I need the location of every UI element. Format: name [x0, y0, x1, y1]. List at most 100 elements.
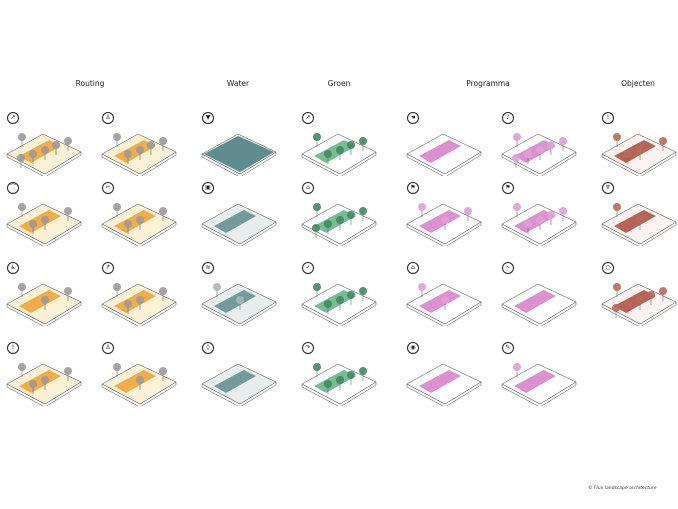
tree-icon: [441, 296, 449, 304]
isometric-block: [406, 283, 482, 326]
wheelchair-icon: ♿: [7, 262, 19, 274]
tree-icon: [18, 133, 26, 141]
tree-icon: [559, 207, 567, 215]
diagram-tile-routing: !: [5, 342, 85, 406]
tree-icon: [347, 211, 355, 219]
tree-icon: [359, 367, 367, 375]
isometric-block: [501, 283, 577, 326]
accent-area: [614, 290, 656, 313]
bird-icon: ✓: [302, 262, 314, 274]
accent-area: [514, 210, 556, 233]
tree-icon: [536, 216, 544, 224]
isometric-block: [501, 133, 577, 176]
tree-icon: [41, 376, 49, 384]
tree-icon: [113, 283, 121, 291]
isometric-block: [201, 203, 277, 246]
accent-area: [19, 290, 61, 313]
tree-icon: [41, 296, 49, 304]
header-objecten: Objecten: [621, 79, 655, 88]
tree-icon: [213, 283, 221, 291]
isometric-block: [406, 363, 482, 406]
tree-icon: [324, 220, 332, 228]
tree-icon: [359, 287, 367, 295]
diagram-tile-programma: ♪: [500, 112, 580, 176]
tree-icon: [159, 207, 167, 215]
accent-area: [19, 370, 61, 393]
tree-icon: [624, 150, 632, 158]
tree-icon: [418, 203, 426, 211]
tree-icon: [336, 376, 344, 384]
tree-icon: [659, 287, 667, 295]
accent-area: [314, 370, 356, 393]
habitat-icon: ⌂: [302, 182, 314, 194]
tree-icon: [636, 216, 644, 224]
tree-icon: [636, 296, 644, 304]
tree-icon: [312, 224, 320, 232]
accent-area: [419, 210, 461, 233]
isometric-block: [6, 133, 82, 176]
tree-icon: [136, 146, 144, 154]
isometric-block: [601, 133, 677, 176]
tree-icon: [659, 137, 667, 145]
accent-area: [419, 290, 461, 313]
tree-icon: [524, 220, 532, 228]
accent-area: [19, 210, 61, 233]
tree-icon: [313, 363, 321, 371]
pedestrian-icon: ♙: [102, 112, 114, 124]
accent-area: [114, 210, 156, 233]
bridge-icon: ⌒: [7, 182, 19, 194]
tree-icon: [113, 363, 121, 371]
tree-icon: [124, 300, 132, 308]
tree-icon: [464, 207, 472, 215]
diagram-tile-water: ▼: [200, 112, 280, 176]
tree-icon: [29, 220, 37, 228]
diagram-tile-water: ≋: [200, 262, 280, 326]
tree-icon: [18, 203, 26, 211]
accent-area: [214, 370, 256, 393]
ramp-icon: ↱: [102, 262, 114, 274]
view-icon: ◉: [407, 342, 419, 354]
isometric-block: [301, 133, 377, 176]
tree-icon: [124, 150, 132, 158]
event-icon: ♪: [502, 112, 514, 124]
accent-area: [314, 140, 356, 163]
diagram-tile-routing: ↗: [5, 112, 85, 176]
isometric-block: [201, 363, 277, 406]
tree-icon: [512, 154, 520, 162]
accent-area: [114, 290, 156, 313]
accent-area: [19, 140, 61, 163]
diagram-tile-water: ◊: [200, 342, 280, 406]
tree-icon: [18, 283, 26, 291]
accent-area: [314, 290, 356, 313]
diagram-tile-programma: ⌂: [405, 262, 485, 326]
tree-icon: [313, 283, 321, 291]
tree-icon: [313, 133, 321, 141]
tree-icon: [64, 207, 72, 215]
accent-area: [214, 210, 256, 233]
tree-icon: [29, 150, 37, 158]
accent-area: [514, 290, 556, 313]
tree-icon: [136, 296, 144, 304]
tree-icon: [441, 216, 449, 224]
tree-icon: [547, 211, 555, 219]
tree-icon: [64, 137, 72, 145]
link-icon: ↷: [302, 342, 314, 354]
isometric-block: [406, 133, 482, 176]
water-storage-icon: ▣: [202, 182, 214, 194]
tree-icon: [124, 220, 132, 228]
tree-icon: [347, 291, 355, 299]
tree-icon: [18, 363, 26, 371]
pavilion-icon: ⌂: [407, 262, 419, 274]
diagram-tile-objecten: ○: [600, 262, 678, 326]
tree-icon: [613, 283, 621, 291]
tree-icon: [159, 367, 167, 375]
isometric-block: [101, 363, 177, 406]
isometric-block: [501, 203, 577, 246]
diagram-tile-programma: ☚: [405, 112, 485, 176]
accent-area: [614, 140, 656, 163]
diagram-tile-routing: ♿: [5, 262, 85, 326]
tree-icon: [64, 287, 72, 295]
tree-icon: [41, 146, 49, 154]
accent-area: [514, 370, 556, 393]
tree-icon: [336, 146, 344, 154]
